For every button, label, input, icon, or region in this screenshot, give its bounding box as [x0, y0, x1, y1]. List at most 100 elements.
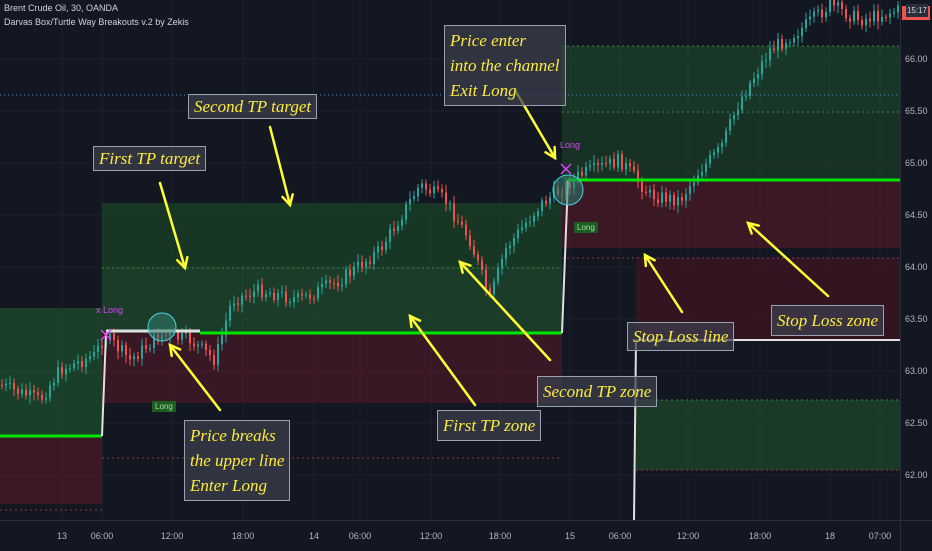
- price-chart[interactable]: [0, 0, 900, 520]
- candle-body: [337, 282, 339, 287]
- candle-body: [621, 154, 623, 170]
- time-tick-label: 18:00: [748, 531, 772, 541]
- candle-body: [733, 115, 735, 120]
- candle-body: [61, 367, 63, 375]
- candle-body: [117, 340, 119, 352]
- candle-body: [1, 385, 3, 386]
- candle-body: [797, 36, 799, 39]
- price-enter-line-1: Price enter: [450, 31, 526, 50]
- second-tp-zone-note: Second TP zone: [537, 376, 658, 407]
- candle-body: [773, 48, 775, 51]
- candle-body: [229, 305, 231, 321]
- x-long-label-1: x Long: [96, 305, 124, 315]
- candle-body: [489, 288, 491, 295]
- tp-zone-lower: [636, 400, 900, 470]
- annotation-arrow: [458, 260, 552, 362]
- candle-body: [741, 96, 743, 110]
- candle-body: [193, 343, 195, 347]
- candle-body: [837, 2, 839, 6]
- price-tick-label: 62.50: [905, 418, 928, 428]
- candle-body: [233, 303, 235, 306]
- candle-body: [9, 382, 11, 384]
- candle-body: [53, 382, 55, 386]
- candle-body: [653, 189, 655, 200]
- candle-body: [809, 16, 811, 20]
- price-tick-label: 64.00: [905, 262, 928, 272]
- price-breaks-line-1: Price breaks: [190, 426, 276, 445]
- candle-body: [409, 199, 411, 205]
- candle-body: [217, 344, 219, 365]
- candle-body: [377, 246, 379, 253]
- candle-body: [661, 192, 663, 203]
- price-breaks-note: Price breaks the upper line Enter Long: [184, 420, 291, 501]
- candle-body: [821, 9, 823, 18]
- time-tick-label: 12:00: [160, 531, 184, 541]
- candle-body: [5, 383, 7, 386]
- candle-body: [881, 16, 883, 22]
- clock-badge: 15:17: [906, 4, 928, 17]
- candle-body: [361, 261, 363, 268]
- candle-body: [29, 389, 31, 396]
- candle-body: [49, 385, 51, 398]
- arrow-head: [643, 252, 656, 268]
- candle-body: [701, 172, 703, 176]
- candle-body: [261, 284, 263, 298]
- candle-body: [33, 389, 35, 393]
- price-axis[interactable]: 66.00 65.50 65.00 64.50 64.00 63.50 63.00 62.50…: [900, 0, 932, 520]
- candle-body: [65, 368, 67, 375]
- candle-body: [753, 78, 755, 84]
- time-tick-label: 07:00: [868, 531, 892, 541]
- candle-body: [129, 355, 131, 360]
- candle-body: [517, 229, 519, 238]
- candle-body: [665, 192, 667, 202]
- candle-body: [765, 60, 767, 62]
- candle-body: [509, 245, 511, 249]
- price-tick-label: 62.00: [905, 470, 928, 480]
- time-tick-label: 06:00: [608, 531, 632, 541]
- candle-body: [853, 10, 855, 22]
- annotation-arrow: [168, 343, 222, 412]
- time-tick-label: 14: [308, 531, 320, 541]
- arrow-head: [175, 256, 189, 271]
- first-tp-zone-note: First TP zone: [437, 410, 542, 441]
- time-axis[interactable]: 13 06:00 12:00 18:00 14 06:00 12:00 18:00 15 06:0…: [0, 520, 900, 551]
- candle-body: [45, 397, 47, 400]
- stop-loss-zone: [562, 180, 900, 248]
- candle-body: [785, 43, 787, 49]
- candle-body: [89, 356, 91, 359]
- x-marker-2: [560, 163, 572, 175]
- candle-body: [789, 42, 791, 44]
- x-long-label-2: Long: [560, 140, 581, 150]
- candle-body: [189, 332, 191, 344]
- candle-body: [717, 147, 719, 153]
- candle-body: [869, 18, 871, 22]
- candle-body: [845, 8, 847, 19]
- arrow-head: [168, 342, 182, 358]
- candle-body: [277, 292, 279, 300]
- candle-body: [581, 171, 583, 176]
- candle-body: [133, 356, 135, 360]
- candle-body: [381, 246, 383, 251]
- time-tick-label: 18:00: [231, 531, 255, 541]
- chart-area[interactable]: Brent Crude Oil, 30, OANDA Darvas Box/Tu…: [0, 0, 900, 520]
- candle-body: [69, 367, 71, 369]
- arrow-head: [544, 145, 557, 161]
- long-tag-1: Long: [152, 401, 176, 412]
- candle-body: [273, 292, 275, 300]
- candle-body: [265, 293, 267, 298]
- candle-body: [101, 345, 103, 348]
- candle-body: [209, 350, 211, 356]
- candle-body: [641, 181, 643, 192]
- price-tick-label: 64.50: [905, 210, 928, 220]
- candle-body: [693, 182, 695, 186]
- candle-body: [833, 0, 835, 6]
- time-tick-label: 12:00: [676, 531, 700, 541]
- price-tick-label: 66.00: [905, 54, 928, 64]
- annotation-arrow: [746, 221, 830, 298]
- price-enter-line-3: Exit Long: [450, 81, 517, 100]
- arrow-head: [746, 221, 760, 235]
- candle-body: [685, 193, 687, 201]
- candle-body: [205, 343, 207, 351]
- candle-body: [405, 204, 407, 220]
- annotation-arrow: [643, 253, 684, 314]
